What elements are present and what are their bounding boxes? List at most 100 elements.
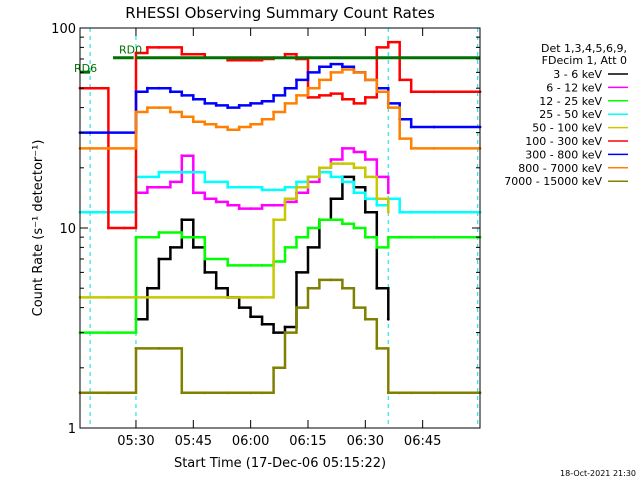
series-7-point-24 [375,90,379,94]
series-1-point-8 [214,200,218,204]
series-5-point-15 [306,96,310,99]
series-7-point-6 [169,110,172,114]
series-6-point-3 [134,90,138,94]
series-0-point-10 [203,271,207,274]
series-8-point-14 [318,278,321,282]
x-tick-label-5: 06:45 [404,434,441,449]
series-5-point-22 [386,40,390,44]
series-0-point-8 [180,218,184,222]
series-4-point-9 [318,166,321,170]
series-2-point-5 [180,235,184,239]
series-4-point-11 [341,162,344,166]
series-7-point-10 [214,125,218,129]
series-6-point-1 [88,131,92,135]
y-tick-label-1: 10 [59,222,76,237]
series-3-point-7 [226,185,230,189]
series-5-point-24 [409,90,413,94]
series-2-point-11 [283,246,287,249]
series-3-point-1 [88,210,92,214]
series-6-point-5 [157,86,161,90]
series-0-point-14 [249,315,253,319]
series-0-point-6 [157,257,161,261]
series-5-point-18 [341,97,344,101]
series-3-point-11 [283,185,287,189]
series-8-point-9 [260,391,264,395]
series-7-point-5 [157,106,161,109]
series-4-point-6 [283,197,287,201]
series-8-point-1 [88,391,92,395]
series-6-point-20 [329,62,333,66]
x-tick-label-4: 06:30 [347,434,384,449]
series-8-point-10 [272,366,275,370]
series-3-point-10 [272,188,275,192]
series-7-point-18 [306,86,310,90]
series-8-point-20 [386,391,390,395]
series-line-5 [80,40,480,230]
series-8-point-8 [249,391,253,395]
series-6-point-2 [107,131,110,135]
series-4-point-1 [88,296,92,299]
series-6-point-10 [214,104,218,107]
series-0-point-15 [260,322,264,326]
series-4-point-13 [363,175,367,179]
series-0-point-25 [375,286,379,290]
series-5-point-5 [146,46,149,49]
rd6-label: RD6 [74,62,97,75]
x-tick-label-1: 05:45 [175,434,212,449]
series-6-point-8 [191,97,195,101]
series-5-point-3 [123,226,126,230]
series-7-point-12 [237,125,241,129]
series-7-point-16 [283,102,287,105]
y-axis-ticks: 1 10 100 [51,22,480,437]
series-6-point-13 [249,102,253,105]
series-7-point-25 [386,106,390,109]
series-4-point-5 [272,218,275,222]
series-2-point-17 [352,226,356,230]
series-0-point-13 [237,306,241,309]
series-3-point-18 [363,197,367,201]
series-2-point-6 [203,257,207,261]
series-7-point-11 [226,128,230,132]
y-axis-label: Count Rate (s⁻¹ detector⁻¹) [31,140,46,317]
series-2-point-13 [306,226,310,230]
series-2-point-20 [386,235,390,239]
series-6-point-18 [306,71,310,74]
series-0-point-26 [386,317,390,321]
series-2-point-2 [107,331,110,334]
series-3-point-19 [375,203,379,207]
x-tick-label-2: 06:00 [232,434,269,449]
series-2-point-7 [226,264,230,267]
series-0-point-18 [295,271,298,274]
series-1-point-9 [226,203,230,207]
series-0-point-17 [283,325,287,329]
series-7-point-8 [191,120,195,124]
series-5-point-16 [318,94,321,97]
series-3-point-21 [398,210,402,214]
series-1-point-3 [157,185,161,189]
series-7-point-23 [363,78,367,82]
series-5-point-25 [432,90,436,94]
series-1-point-4 [169,180,172,184]
series-7-point-19 [318,78,321,82]
plot-area: RD0 RD6 [74,28,482,428]
series-line-2 [80,218,480,334]
series-8-point-15 [329,278,333,282]
series-0-point-7 [169,246,172,249]
series-3-point-9 [260,188,264,192]
series-6-point-19 [318,65,321,69]
series-5-point-20 [363,96,367,99]
series-6-point-15 [272,94,275,97]
series-4-point-10 [329,162,333,166]
x-tick-label-0: 05:30 [117,434,154,449]
series-8-point-6 [203,391,207,395]
series-5-point-2 [107,226,110,230]
series-0-point-5 [146,286,149,290]
series-7-point-1 [88,147,92,150]
series-4-point-15 [386,210,390,214]
series-2-point-22 [409,235,413,239]
series-6-point-28 [432,125,436,129]
series-7-point-22 [352,71,356,74]
series-0-point-24 [363,210,367,214]
series-8-point-5 [180,391,184,395]
